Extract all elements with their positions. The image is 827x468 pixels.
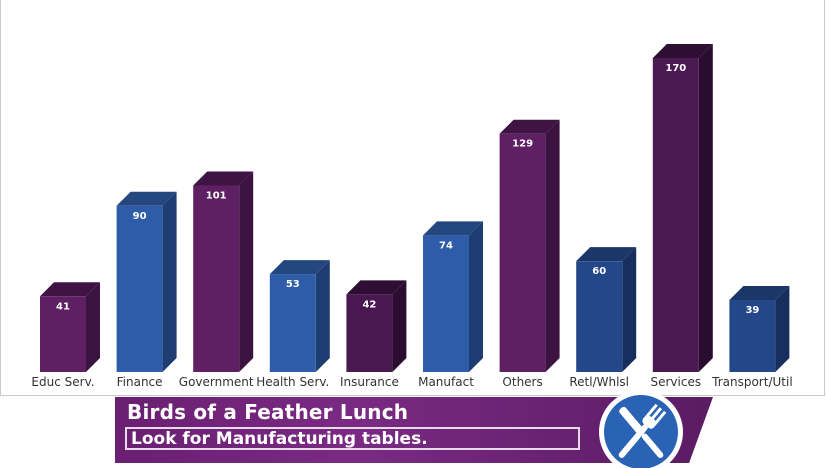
bar xyxy=(346,294,393,372)
bar-value-label: 42 xyxy=(362,299,376,310)
bar-top xyxy=(652,44,713,58)
banner-subtitle-box: Look for Manufacturing tables. xyxy=(125,427,580,450)
bar-side xyxy=(315,260,330,372)
bar-value-label: 101 xyxy=(206,190,227,201)
bar-top xyxy=(576,247,637,262)
bar-side xyxy=(698,44,713,372)
x-tick-label: Manufact xyxy=(418,375,474,389)
bar-value-label: 39 xyxy=(745,305,759,316)
bar-value-label: 90 xyxy=(133,211,147,222)
bar-value-label: 60 xyxy=(592,266,606,277)
banner-subtitle: Look for Manufacturing tables. xyxy=(131,429,428,449)
bar-group: 41 Educ Serv. xyxy=(31,282,100,389)
bar-top xyxy=(729,285,790,300)
bar-value-label: 41 xyxy=(56,301,70,312)
bar xyxy=(40,296,86,372)
x-tick-label: Transport/Util xyxy=(711,375,793,389)
bar xyxy=(729,299,776,372)
x-tick-label: Services xyxy=(650,375,701,389)
bar-top xyxy=(499,119,560,134)
bar-top xyxy=(40,282,100,297)
bar-top xyxy=(193,171,254,186)
knife-shape xyxy=(619,406,664,458)
x-tick-label: Others xyxy=(502,375,542,389)
x-tick-label: Educ Serv. xyxy=(31,375,94,389)
bar-side xyxy=(622,247,637,372)
bar-top xyxy=(423,221,483,236)
bar-value-label: 53 xyxy=(286,279,300,290)
x-tick-label: Government xyxy=(179,375,254,389)
bar-group: 39 Transport/Util xyxy=(711,285,793,389)
bar-group: 42 Insurance xyxy=(340,280,407,389)
bar-value-label: 129 xyxy=(512,139,533,150)
bar-chart: 41 Educ Serv. 90 Finance 101 Government 53 Heal… xyxy=(31,44,793,389)
bar-top xyxy=(346,280,407,295)
bar-group: 101 Government xyxy=(179,171,254,389)
bar-value-label: 170 xyxy=(665,63,686,74)
bar xyxy=(269,274,316,372)
bar-group: 129 Others xyxy=(499,119,560,389)
bar-side xyxy=(162,191,177,372)
x-tick-label: Insurance xyxy=(340,375,399,389)
bar-group: 53 Health Serv. xyxy=(256,260,330,389)
bar xyxy=(193,185,240,372)
bar xyxy=(116,205,163,372)
x-tick-label: Finance xyxy=(117,375,163,389)
bar xyxy=(652,58,699,372)
x-tick-label: Retl/Whlsl xyxy=(569,375,629,389)
bar xyxy=(423,235,469,372)
bar xyxy=(576,261,623,372)
bar-side xyxy=(545,119,560,373)
fork-shape xyxy=(618,403,667,458)
bar-side xyxy=(239,171,254,372)
bar-side xyxy=(775,285,790,372)
bar-value-label: 74 xyxy=(439,240,453,251)
bar-group: 170 Services xyxy=(650,44,713,389)
x-tick-label: Health Serv. xyxy=(256,375,329,389)
bar xyxy=(499,133,546,372)
fork-knife-icon xyxy=(599,395,683,468)
bar-side xyxy=(392,280,407,372)
banner-title: Birds of a Feather Lunch xyxy=(127,400,409,424)
bar-side xyxy=(86,282,100,372)
bar-group: 90 Finance xyxy=(116,191,177,389)
bar-top xyxy=(116,191,177,206)
bar-side xyxy=(469,221,483,372)
bar-group: 60 Retl/Whlsl xyxy=(569,247,637,389)
bar-top xyxy=(269,260,330,275)
bar-group: 74 Manufact xyxy=(418,221,483,389)
